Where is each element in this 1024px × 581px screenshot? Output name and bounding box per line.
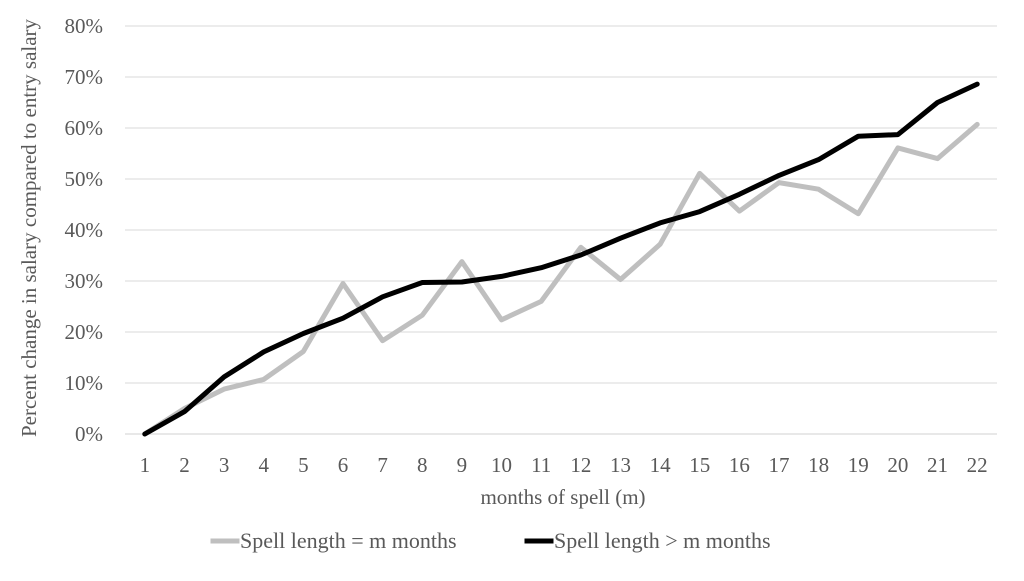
x-tick-label: 17: [769, 453, 790, 477]
x-tick-label: 20: [887, 453, 908, 477]
x-tick-label: 1: [140, 453, 151, 477]
y-tick-labels: 0% 10% 20% 30% 40% 50% 60% 70% 80%: [65, 14, 104, 446]
x-tick-label: 19: [848, 453, 869, 477]
x-tick-label: 5: [298, 453, 309, 477]
y-tick-label: 20%: [65, 320, 104, 344]
gridlines: [125, 25, 997, 384]
x-tick-labels: 1 2 3 4 5 6 7 8 9 10 11 12 13 14 15 16 17 18 19 20 21 22: [140, 453, 988, 477]
y-tick-label: 60%: [65, 116, 104, 140]
x-tick-label: 2: [179, 453, 190, 477]
x-tick-label: 11: [531, 453, 551, 477]
x-tick-label: 4: [258, 453, 269, 477]
legend: Spell length = m months Spell length > m …: [210, 528, 771, 553]
x-tick-label: 12: [570, 453, 591, 477]
x-tick-label: 15: [689, 453, 710, 477]
x-tick-label: 8: [417, 453, 428, 477]
x-tick-label: 10: [491, 453, 512, 477]
y-tick-label: 0%: [75, 422, 103, 446]
x-tick-label: 13: [610, 453, 631, 477]
y-tick-label: 10%: [65, 371, 104, 395]
y-tick-label: 80%: [65, 14, 104, 38]
series-line-2: [142, 81, 980, 437]
series-line-1: [142, 121, 980, 437]
x-tick-label: 18: [808, 453, 829, 477]
x-axis-title: months of spell (m): [480, 485, 645, 509]
legend-label-2: Spell length > m months: [554, 528, 771, 553]
y-tick-label: 70%: [65, 65, 104, 89]
x-tick-label: 22: [967, 453, 988, 477]
series-lines: [142, 81, 980, 437]
x-tick-label: 6: [338, 453, 349, 477]
x-tick-label: 9: [457, 453, 468, 477]
x-tick-label: 3: [219, 453, 230, 477]
x-tick-label: 16: [729, 453, 750, 477]
x-tick-label: 7: [377, 453, 388, 477]
x-tick-label: 14: [650, 453, 672, 477]
y-tick-label: 50%: [65, 167, 104, 191]
legend-label-1: Spell length = m months: [240, 528, 457, 553]
y-axis-title: Percent change in salary compared to ent…: [17, 18, 41, 437]
x-tick-label: 21: [927, 453, 948, 477]
y-tick-label: 40%: [65, 218, 104, 242]
y-tick-label: 30%: [65, 269, 104, 293]
